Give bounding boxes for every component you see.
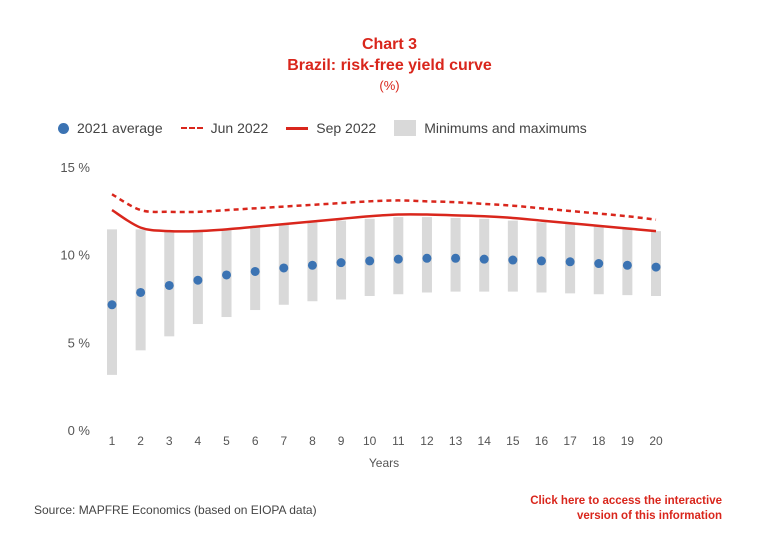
legend-dashed-line-marker: [180, 127, 203, 129]
data-point-2021-average: [107, 300, 117, 310]
data-point-2021-average: [422, 253, 432, 263]
x-tick-label: 18: [592, 434, 606, 448]
data-point-2021-average: [565, 257, 575, 267]
series-line-sep-2022: [111, 209, 657, 233]
x-tick-label: 15: [506, 434, 520, 448]
source-note: Source: MAPFRE Economics (based on EIOPA…: [34, 503, 317, 517]
data-point-2021-average: [536, 256, 546, 266]
x-tick-label: 10: [363, 434, 377, 448]
data-point-2021-average: [279, 263, 289, 273]
y-tick-label: 15 %: [60, 160, 90, 175]
data-point-2021-average: [250, 266, 260, 276]
chart-subtitle: Brazil: risk-free yield curve: [287, 57, 492, 74]
legend-item-jun-2022: Jun 2022: [180, 120, 269, 136]
x-tick-label: 6: [252, 434, 259, 448]
data-point-2021-average: [164, 280, 174, 290]
x-tick-label: 13: [449, 434, 463, 448]
data-point-2021-average: [393, 254, 403, 264]
legend-solid-line-marker: [286, 126, 309, 130]
y-tick-label: 10 %: [60, 248, 90, 263]
series-line-jun-2022: [111, 193, 657, 221]
legend-item-2021-average: 2021 average: [58, 120, 163, 136]
interactive-version-link[interactable]: Click here to access the interactive ver…: [530, 494, 722, 524]
link-line-1[interactable]: Click here to access the interactive: [530, 495, 722, 507]
x-tick-label: 17: [563, 434, 577, 448]
data-point-2021-average: [193, 275, 203, 285]
x-tick-label: 14: [478, 434, 492, 448]
legend-item-min-max: Minimums and maximums: [394, 120, 587, 136]
y-tick-label: 0 %: [68, 423, 91, 438]
x-axis-title: Years: [369, 456, 399, 470]
data-point-2021-average: [651, 262, 661, 272]
link-line-2[interactable]: version of this information: [576, 510, 722, 522]
data-point-2021-average: [479, 254, 489, 264]
data-point-2021-average: [451, 253, 461, 263]
data-point-2021-average: [365, 256, 375, 266]
data-point-2021-average: [222, 270, 232, 280]
x-tick-label: 5: [223, 434, 230, 448]
x-tick-label: 2: [137, 434, 144, 448]
data-point-2021-average: [136, 287, 146, 297]
legend-item-sep-2022: Sep 2022: [286, 120, 376, 136]
x-tick-label: 11: [392, 434, 405, 448]
x-tick-label: 16: [535, 434, 549, 448]
chart-title: Chart 3: [361, 36, 418, 53]
legend-dot-marker: [58, 122, 69, 134]
x-tick-label: 9: [338, 434, 345, 448]
data-point-2021-average: [336, 258, 346, 268]
x-tick-label: 3: [166, 434, 173, 448]
x-tick-label: 19: [621, 434, 635, 448]
x-tick-label: 12: [420, 434, 434, 448]
chart-unit: (%): [379, 78, 400, 93]
legend-label-jun-2022: Jun 2022: [210, 120, 269, 136]
legend-label-min-max: Minimums and maximums: [424, 120, 587, 136]
y-tick-label: 5 %: [68, 335, 91, 350]
data-point-2021-average: [508, 255, 518, 265]
legend-range-box-marker: [394, 120, 417, 136]
data-point-2021-average: [307, 260, 317, 270]
x-tick-label: 4: [195, 434, 202, 448]
legend-label-sep-2022: Sep 2022: [316, 120, 377, 136]
legend-label-2021-average: 2021 average: [77, 120, 163, 136]
chart-legend: 2021 average Jun 2022 Sep 2022 Minimums …: [58, 120, 605, 136]
data-point-2021-average: [622, 260, 632, 270]
x-tick-label: 1: [109, 434, 116, 448]
x-tick-label: 7: [280, 434, 287, 448]
x-tick-label: 8: [309, 434, 316, 448]
x-tick-label: 20: [649, 434, 663, 448]
data-point-2021-average: [594, 259, 604, 269]
